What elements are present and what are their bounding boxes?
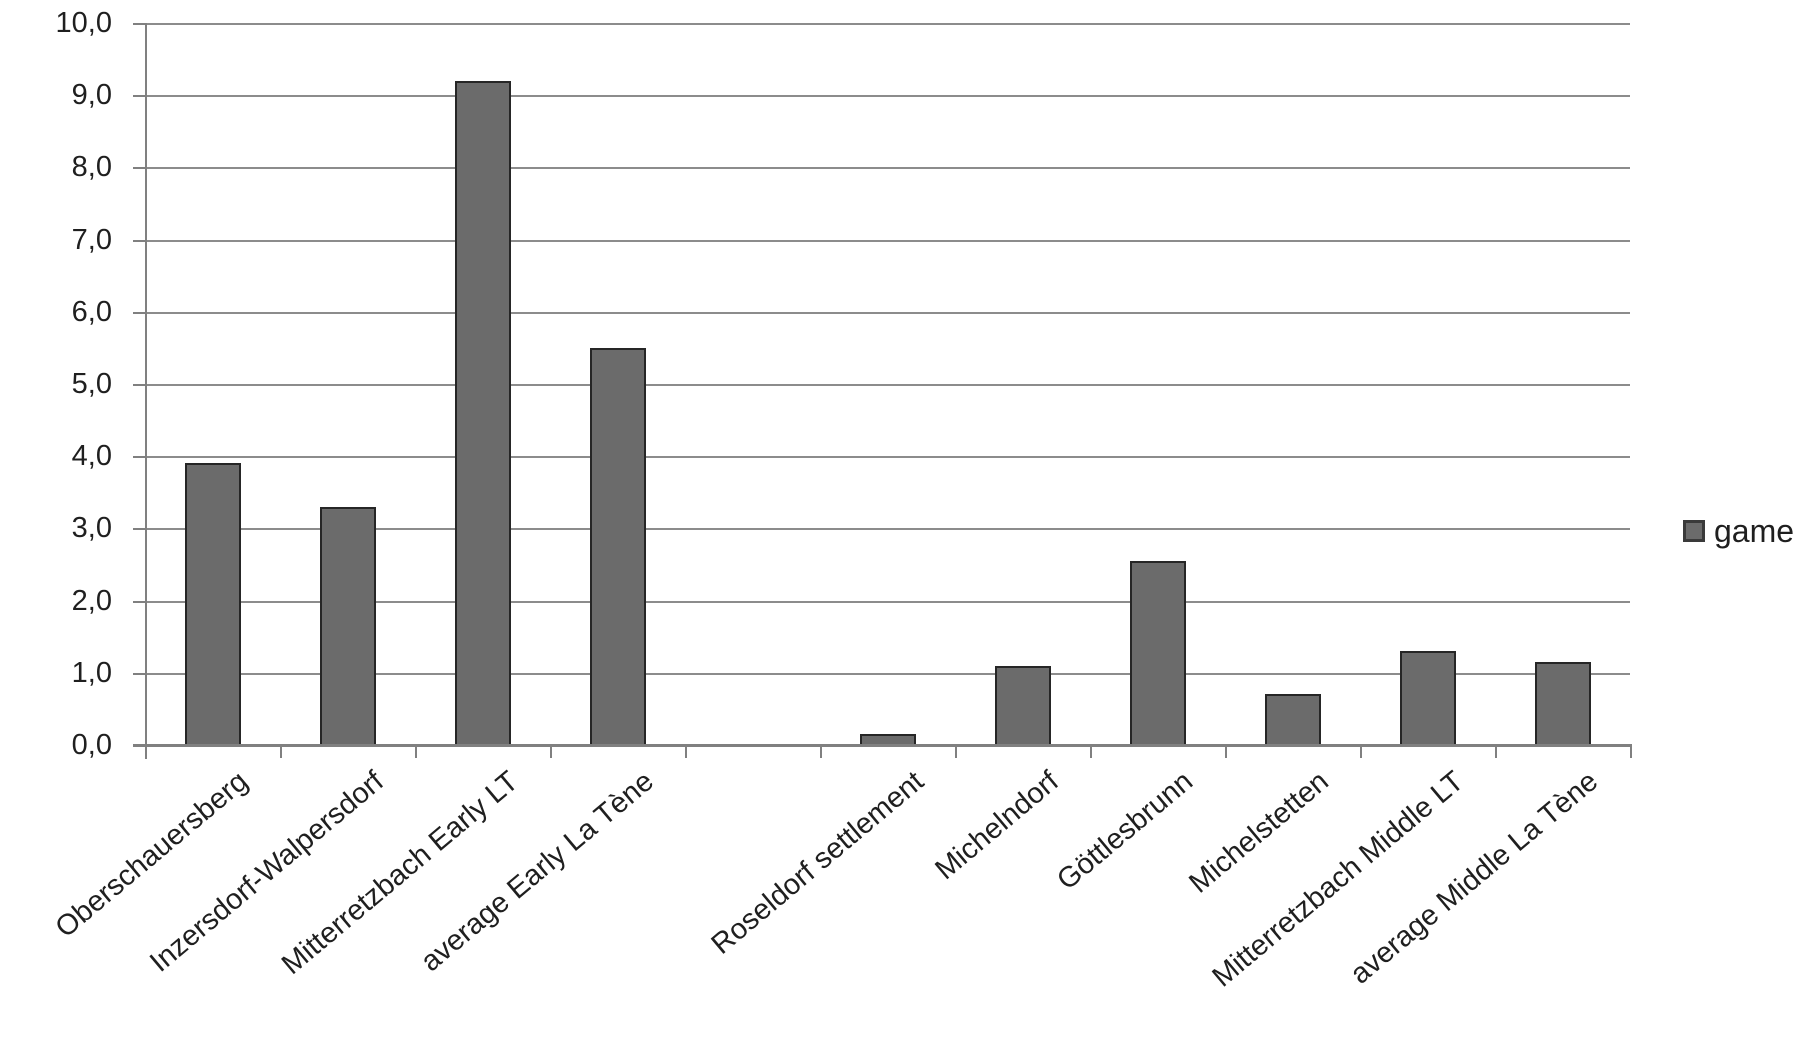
x-axis-tick bbox=[280, 745, 282, 758]
y-axis-tick bbox=[133, 528, 146, 531]
x-axis-tick bbox=[1495, 745, 1497, 758]
gridline bbox=[145, 384, 1630, 386]
gridline bbox=[145, 23, 1630, 25]
y-axis-label: 4,0 bbox=[71, 440, 112, 473]
x-axis bbox=[133, 744, 1632, 747]
y-axis-tick bbox=[133, 239, 146, 242]
x-axis-tick bbox=[550, 745, 552, 758]
gridline bbox=[145, 600, 1630, 603]
y-axis-label: 7,0 bbox=[71, 223, 112, 256]
x-category-label: average Middle La Tène bbox=[1344, 765, 1605, 991]
x-category-label: Inzersdorf-Walpersdorf bbox=[143, 765, 390, 979]
y-axis bbox=[145, 23, 147, 759]
x-axis-tick bbox=[955, 745, 957, 758]
bar-average-early-la-t-ne bbox=[589, 348, 646, 745]
y-axis-label: 1,0 bbox=[71, 656, 112, 689]
y-axis-tick bbox=[133, 600, 146, 603]
y-axis-tick bbox=[133, 672, 146, 675]
x-axis-tick bbox=[415, 745, 417, 758]
plot-area bbox=[145, 23, 1630, 747]
y-axis-label: 9,0 bbox=[71, 79, 112, 112]
gridline bbox=[145, 95, 1630, 98]
gridline bbox=[145, 311, 1630, 314]
legend-label: game bbox=[1714, 513, 1795, 549]
bar-oberschauersberg bbox=[184, 463, 241, 745]
gridline bbox=[145, 167, 1630, 170]
y-axis-label: 6,0 bbox=[71, 295, 112, 328]
y-axis-tick bbox=[133, 23, 146, 25]
bar-g-ttlesbrunn bbox=[1129, 561, 1186, 745]
y-axis-tick bbox=[133, 745, 146, 747]
x-category-label: average Early La Tène bbox=[414, 765, 660, 979]
bar-average-middle-la-t-ne bbox=[1534, 662, 1591, 745]
y-axis-tick bbox=[133, 167, 146, 170]
gridline bbox=[145, 239, 1630, 242]
x-category-label: Roseldorf settlement bbox=[705, 765, 930, 961]
x-axis-tick bbox=[1090, 745, 1092, 758]
y-axis-tick bbox=[133, 384, 146, 386]
x-category-label: Mitterretzbach Early LT bbox=[275, 765, 525, 982]
gridline bbox=[145, 672, 1630, 675]
y-axis-label: 3,0 bbox=[71, 512, 112, 545]
y-axis-label: 2,0 bbox=[71, 584, 112, 617]
bar-mitterretzbach-middle-lt bbox=[1399, 651, 1456, 745]
x-axis-tick bbox=[820, 745, 822, 758]
x-category-label: Michelndorf bbox=[929, 765, 1065, 887]
x-category-label: Göttlesbrunn bbox=[1051, 765, 1200, 897]
legend: game bbox=[1683, 514, 1794, 548]
legend-swatch bbox=[1683, 520, 1705, 542]
x-axis-tick bbox=[1360, 745, 1362, 758]
x-category-label: Michelstetten bbox=[1182, 765, 1335, 900]
bar-michelstetten bbox=[1264, 694, 1321, 745]
x-axis-tick bbox=[685, 745, 687, 758]
bar-inzersdorf-walpersdorf bbox=[319, 507, 376, 745]
x-axis-tick bbox=[1225, 745, 1227, 758]
gridline bbox=[145, 456, 1630, 459]
y-axis-label: 10,0 bbox=[55, 7, 112, 39]
x-category-label: Mitterretzbach Middle LT bbox=[1206, 765, 1470, 994]
y-axis-tick bbox=[133, 311, 146, 314]
bar-mitterretzbach-early-lt bbox=[454, 81, 511, 745]
bar-roseldorf-settlement bbox=[859, 734, 916, 745]
bar-michelndorf bbox=[994, 666, 1051, 745]
x-axis-tick bbox=[145, 745, 147, 758]
y-axis-tick bbox=[133, 95, 146, 98]
x-axis-tick bbox=[1630, 745, 1632, 758]
y-axis-tick bbox=[133, 456, 146, 459]
y-axis-label: 5,0 bbox=[71, 368, 112, 400]
y-axis-label: 0,0 bbox=[71, 729, 112, 761]
gridline bbox=[145, 528, 1630, 531]
y-axis-label: 8,0 bbox=[71, 151, 112, 184]
